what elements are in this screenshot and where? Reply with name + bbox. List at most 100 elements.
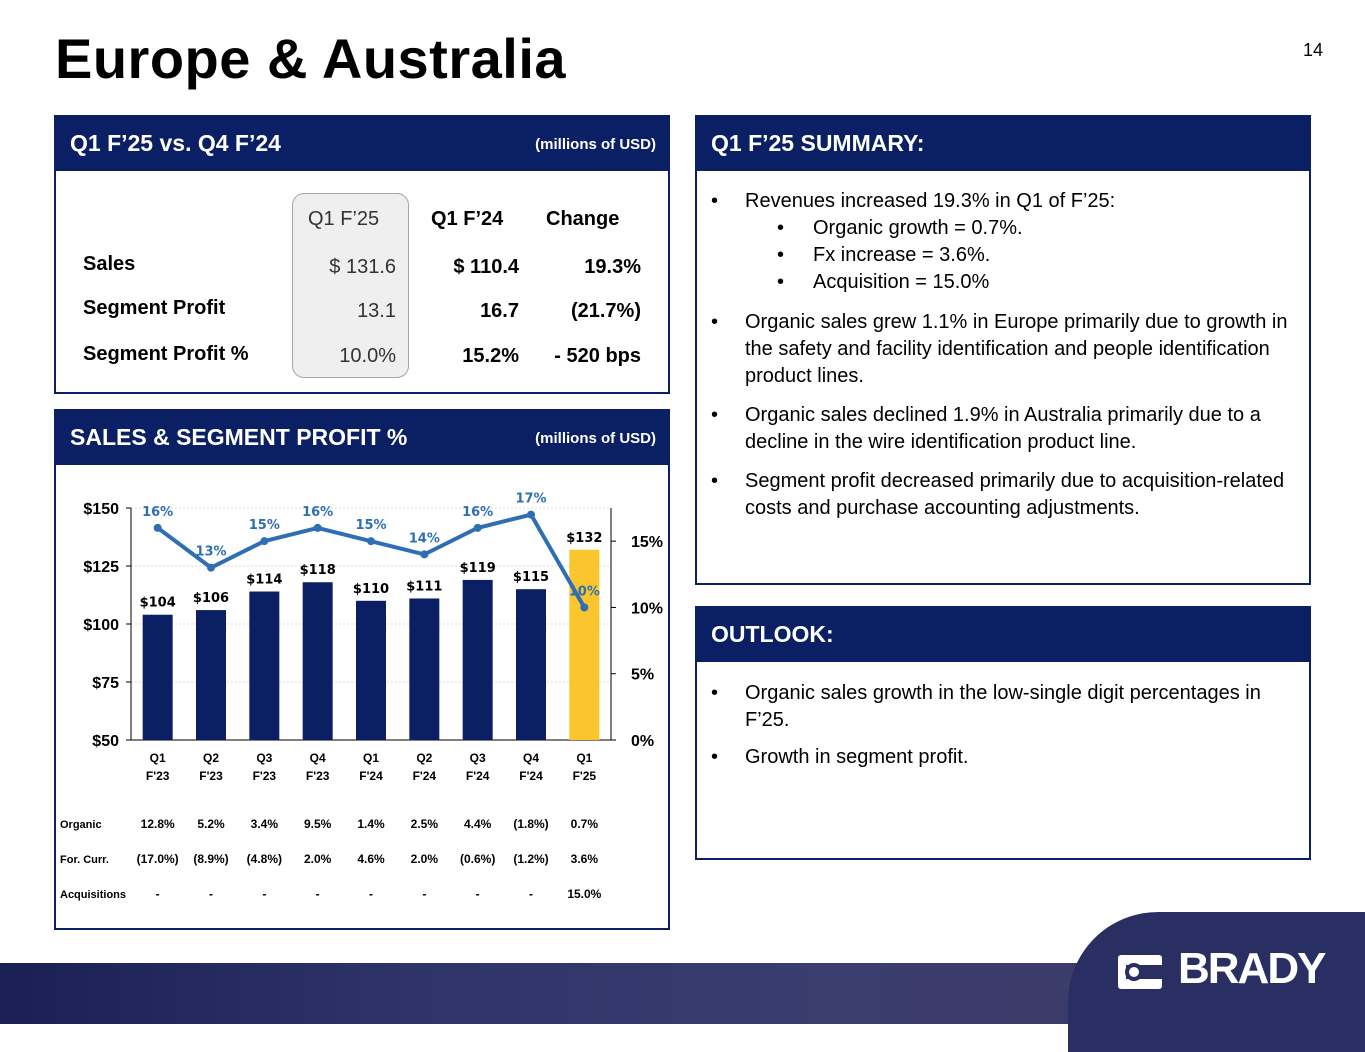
segment-profit-pct-q1f24: 15.2% xyxy=(462,345,519,367)
profit-pct-point xyxy=(367,537,375,546)
x-tick-label: F'23 xyxy=(199,769,223,783)
x-tick-label: F'24 xyxy=(413,769,437,783)
profit-pct-point xyxy=(313,523,322,532)
profit-pct-point xyxy=(527,510,535,519)
segment-profit-change: (21.7%) xyxy=(570,300,641,322)
row-label-segment-profit: Segment Profit xyxy=(83,297,226,319)
bar-label: $119 xyxy=(460,561,496,576)
growth-cell: 2.5% xyxy=(411,817,439,831)
growth-cell: - xyxy=(529,887,533,901)
x-tick-label: Q2 xyxy=(203,751,219,765)
x-tick-label: F'23 xyxy=(253,769,277,783)
brady-logo-text: BRADY xyxy=(1178,944,1326,993)
sales-q1f25: $ 131.6 xyxy=(329,256,396,278)
profit-pct-point xyxy=(207,563,215,572)
x-tick-label: Q1 xyxy=(150,751,166,765)
growth-row-label: For. Curr. xyxy=(60,854,109,866)
growth-cell: (0.6%) xyxy=(460,852,495,866)
page-number: 14 xyxy=(1303,40,1324,60)
summary-header: Q1 F’25 SUMMARY: xyxy=(697,117,1309,171)
x-tick-label: F'25 xyxy=(573,769,597,783)
x-tick-label: F'23 xyxy=(306,769,330,783)
y2-tick-label: 10% xyxy=(631,600,663,617)
brady-logo-icon xyxy=(1118,955,1166,989)
growth-cell: - xyxy=(156,887,160,901)
segment-profit-q1f25: 13.1 xyxy=(357,300,396,322)
profit-pct-label: 14% xyxy=(409,531,440,546)
col-header-q1f24: Q1 F’24 xyxy=(431,208,504,230)
x-tick-label: Q3 xyxy=(256,751,272,765)
comparison-header: Q1 F’25 vs. Q4 F’24 (millions of USD) xyxy=(56,117,668,171)
x-tick-label: Q4 xyxy=(310,751,326,765)
profit-pct-point xyxy=(153,523,162,532)
growth-cell: (8.9%) xyxy=(193,852,228,866)
profit-pct-point xyxy=(473,523,482,532)
growth-cell: - xyxy=(262,887,266,901)
bar xyxy=(516,589,546,740)
bullet-dot: • xyxy=(711,190,719,212)
segment-profit-q1f24: 16.7 xyxy=(480,300,519,322)
growth-cell: - xyxy=(422,887,426,901)
outlook-panel: OUTLOOK: • Organic sales growth in the lo… xyxy=(695,606,1311,860)
bar-label: $114 xyxy=(246,573,282,588)
profit-pct-label: 15% xyxy=(355,518,386,533)
summary-panel: Q1 F’25 SUMMARY: • Revenues increased 19… xyxy=(695,115,1311,585)
profit-pct-label: 16% xyxy=(142,505,173,520)
outlook-header: OUTLOOK: xyxy=(697,608,1309,662)
bar xyxy=(462,579,493,740)
bar xyxy=(142,614,173,740)
growth-row-label: Acquisitions xyxy=(60,889,126,901)
sales-profit-chart: $50 $75 $100 $125 $150 0% 5% 10% 15% $104 Q1 F'23 $1… xyxy=(60,492,663,901)
growth-cell: 3.6% xyxy=(571,852,599,866)
growth-cell: - xyxy=(316,887,320,901)
row-label-segment-profit-pct: Segment Profit % xyxy=(83,343,249,365)
y2-tick-label: 15% xyxy=(631,534,663,551)
comparison-panel: Q1 F’25 vs. Q4 F’24 (millions of USD) Q1… xyxy=(54,115,670,394)
growth-cell: 2.0% xyxy=(411,852,439,866)
growth-cell: 12.8% xyxy=(141,817,175,831)
growth-cell: - xyxy=(476,887,480,901)
x-tick-label: F'24 xyxy=(519,769,543,783)
y-tick-label: $100 xyxy=(83,617,119,634)
growth-cell: 1.4% xyxy=(357,817,385,831)
growth-cell: - xyxy=(369,887,373,901)
growth-cell: (17.0%) xyxy=(137,852,179,866)
growth-cell: 15.0% xyxy=(567,887,601,901)
logo-area: BRADY xyxy=(1068,912,1365,1052)
sales-q1f24: $ 110.4 xyxy=(453,256,519,278)
bar xyxy=(302,582,333,740)
growth-cell: (1.2%) xyxy=(513,852,548,866)
profit-pct-label: 13% xyxy=(195,545,226,560)
growth-cell: - xyxy=(209,887,213,901)
profit-pct-label: 10% xyxy=(569,584,600,599)
bar xyxy=(409,598,440,740)
bar-label: $110 xyxy=(353,582,389,597)
bar-label: $111 xyxy=(406,579,442,594)
x-tick-label: Q1 xyxy=(363,751,379,765)
x-tick-label: Q1 xyxy=(576,751,592,765)
growth-cell: 0.7% xyxy=(571,817,599,831)
x-tick-label: F'24 xyxy=(359,769,383,783)
highlight-column xyxy=(292,193,409,378)
chart-header: SALES & SEGMENT PROFIT % (millions of US… xyxy=(56,411,668,465)
y-tick-label: $125 xyxy=(83,559,119,576)
chart-panel-title: SALES & SEGMENT PROFIT % xyxy=(70,424,408,450)
profit-pct-label: 17% xyxy=(515,492,546,507)
row-label-sales: Sales xyxy=(83,253,136,275)
y-tick-label: $75 xyxy=(92,675,119,692)
x-tick-label: Q2 xyxy=(416,751,432,765)
outlook-title: OUTLOOK: xyxy=(711,621,834,647)
sales-change: 19.3% xyxy=(584,256,641,278)
profit-pct-point xyxy=(580,603,589,612)
profit-pct-label: 16% xyxy=(462,505,493,520)
y2-tick-label: 0% xyxy=(631,733,654,750)
bar-label: $115 xyxy=(513,570,549,585)
growth-cell: 3.4% xyxy=(251,817,279,831)
bar xyxy=(569,549,600,740)
x-tick-label: F'23 xyxy=(146,769,170,783)
x-tick-label: F'24 xyxy=(466,769,490,783)
summary-title: Q1 F’25 SUMMARY: xyxy=(711,130,925,156)
y-tick-label: $150 xyxy=(83,501,119,518)
page-title: Europe & Australia xyxy=(55,27,567,90)
growth-cell: 9.5% xyxy=(304,817,332,831)
